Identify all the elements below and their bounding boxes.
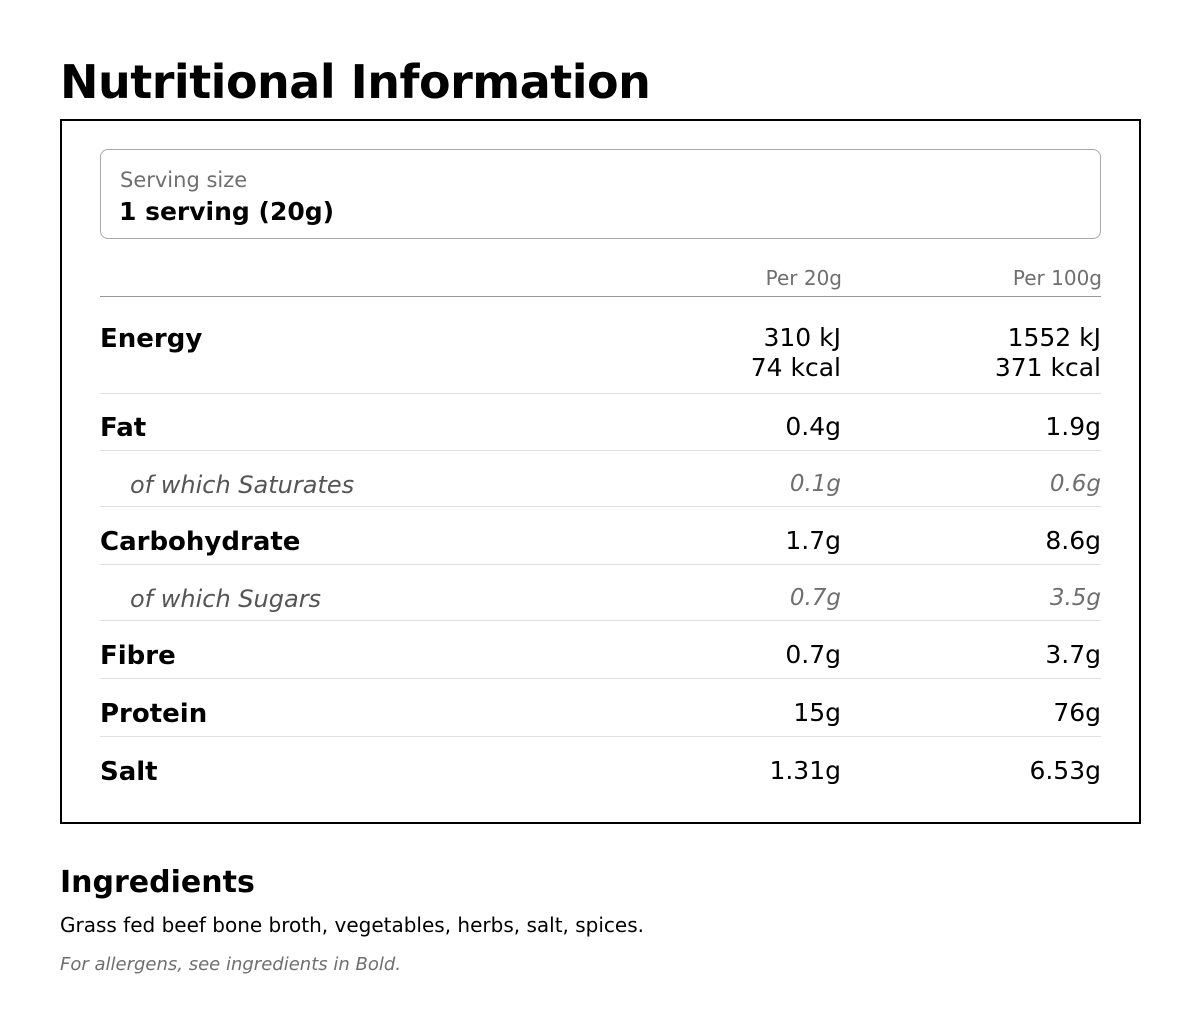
value-per-serving: 15g: [793, 698, 841, 727]
nutrition-row-carbohydrate: Carbohydrate 1.7g 8.6g: [100, 524, 1101, 565]
nutrition-row-protein: Protein 15g 76g: [100, 696, 1101, 737]
nutrition-panel: Serving size 1 serving (20g) Per 20g Per…: [60, 119, 1141, 824]
value-per-100g: 8.6g: [1045, 526, 1101, 555]
energy-per-serving: 310 kJ 74 kcal: [751, 323, 841, 383]
energy-per-100g: 1552 kJ 371 kcal: [995, 323, 1101, 383]
nutrition-row-saturates: of which Saturates 0.1g 0.6g: [100, 466, 1101, 507]
energy-kcal-per-serving: 74 kcal: [750, 353, 841, 382]
nutrient-name: of which Saturates: [130, 471, 355, 499]
value-per-100g: 1.9g: [1045, 412, 1101, 441]
nutrient-name: Protein: [100, 699, 208, 729]
value-per-100g: 6.53g: [1029, 756, 1101, 785]
value-per-serving: 0.7g: [789, 585, 841, 611]
nutrition-row-fat: Fat 0.4g 1.9g: [100, 410, 1101, 451]
energy-kcal-per-100g: 371 kcal: [994, 353, 1101, 382]
value-per-serving: 0.7g: [785, 640, 841, 669]
value-per-serving: 1.7g: [785, 526, 841, 555]
nutrient-name: of which Sugars: [130, 585, 322, 613]
serving-size-box: Serving size 1 serving (20g): [100, 149, 1101, 239]
value-per-100g: 76g: [1053, 698, 1101, 727]
value-per-100g: 3.7g: [1045, 640, 1101, 669]
ingredients-list: Grass fed beef bone broth, vegetables, h…: [60, 913, 644, 937]
nutrient-name: Carbohydrate: [100, 527, 301, 557]
nutrient-name: Fat: [100, 413, 147, 443]
nutrient-name: Fibre: [100, 641, 176, 671]
energy-kj-per-serving: 310 kJ: [763, 323, 841, 352]
nutrition-row-sugars: of which Sugars 0.7g 3.5g: [100, 580, 1101, 621]
serving-size-label: Serving size: [120, 168, 248, 192]
serving-size-value: 1 serving (20g): [119, 197, 335, 226]
column-header-per-100g: Per 100g: [1012, 266, 1102, 290]
nutrition-row-fibre: Fibre 0.7g 3.7g: [100, 638, 1101, 679]
nutrient-name: Salt: [100, 757, 158, 787]
value-per-100g: 3.5g: [1049, 585, 1101, 611]
page-title: Nutritional Information: [60, 55, 651, 109]
value-per-serving: 1.31g: [769, 756, 841, 785]
value-per-serving: 0.4g: [785, 412, 841, 441]
nutrient-name: Energy: [100, 324, 203, 354]
nutrition-row-energy: Energy 310 kJ 74 kcal 1552 kJ 371 kcal: [100, 323, 1101, 394]
value-per-100g: 0.6g: [1049, 471, 1101, 497]
column-header-per-serving: Per 20g: [765, 266, 842, 290]
energy-kj-per-100g: 1552 kJ: [1007, 323, 1101, 352]
allergen-note: For allergens, see ingredients in Bold.: [60, 954, 401, 975]
header-divider: [100, 296, 1101, 297]
nutrition-row-salt: Salt 1.31g 6.53g: [100, 754, 1101, 794]
ingredients-heading: Ingredients: [60, 865, 255, 900]
value-per-serving: 0.1g: [789, 471, 841, 497]
